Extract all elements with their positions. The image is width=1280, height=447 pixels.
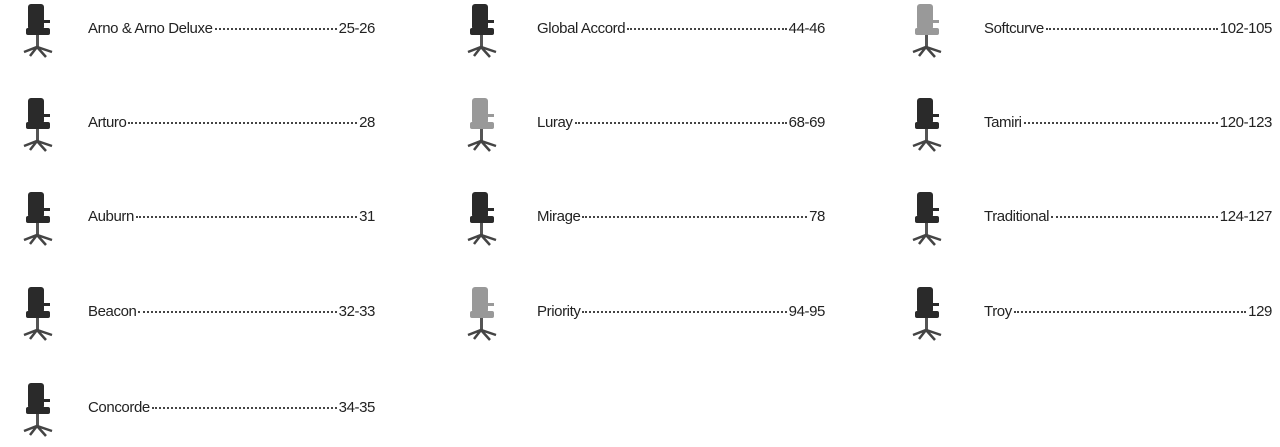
chair-icon [905, 285, 949, 345]
dot-leader [1051, 216, 1218, 218]
entry-pages: 25-26 [339, 20, 375, 37]
dot-leader [575, 122, 787, 124]
entry-pages: 31 [359, 208, 375, 225]
entry-name: Beacon [88, 303, 136, 320]
index-entry: Concorde 34-35 [88, 399, 375, 416]
dot-leader [582, 311, 786, 313]
dot-leader [138, 311, 336, 313]
entry-pages: 68-69 [789, 114, 825, 131]
index-entry: Softcurve 102-105 [984, 20, 1272, 37]
entry-pages: 78 [809, 208, 825, 225]
chair-icon [905, 96, 949, 156]
dot-leader [136, 216, 357, 218]
page: {"columns": [ {"entries": [ {"name": "Ar… [0, 0, 1280, 447]
chair-icon [460, 2, 504, 62]
entry-name: Arno & Arno Deluxe [88, 20, 213, 37]
index-entry: Troy 129 [984, 303, 1272, 320]
entry-pages: 102-105 [1220, 20, 1272, 37]
entry-pages: 44-46 [789, 20, 825, 37]
entry-pages: 129 [1248, 303, 1272, 320]
dot-leader [128, 122, 357, 124]
dot-leader [215, 28, 337, 30]
chair-icon [16, 285, 60, 345]
entry-name: Softcurve [984, 20, 1044, 37]
chair-icon [460, 96, 504, 156]
chair-icon [905, 2, 949, 62]
entry-name: Arturo [88, 114, 126, 131]
index-entry: Arno & Arno Deluxe 25-26 [88, 20, 375, 37]
entry-name: Auburn [88, 208, 134, 225]
index-entry: Traditional 124-127 [984, 208, 1272, 225]
entry-name: Concorde [88, 399, 150, 416]
index-entry: Arturo 28 [88, 114, 375, 131]
chair-icon [16, 190, 60, 250]
dot-leader [1046, 28, 1218, 30]
entry-pages: 28 [359, 114, 375, 131]
entry-name: Troy [984, 303, 1012, 320]
chair-icon [460, 190, 504, 250]
chair-icon [460, 285, 504, 345]
dot-leader [627, 28, 786, 30]
dot-leader [1014, 311, 1246, 313]
index-entry: Global Accord 44-46 [537, 20, 825, 37]
entry-name: Tamiri [984, 114, 1022, 131]
index-entry: Beacon 32-33 [88, 303, 375, 320]
index-entry: Priority 94-95 [537, 303, 825, 320]
entry-name: Priority [537, 303, 580, 320]
dot-leader [1024, 122, 1218, 124]
index-entry: Auburn 31 [88, 208, 375, 225]
chair-icon [16, 381, 60, 441]
chair-icon [905, 190, 949, 250]
chair-icon [16, 2, 60, 62]
dot-leader [152, 407, 337, 409]
dot-leader [582, 216, 807, 218]
chair-icon [16, 96, 60, 156]
entry-name: Traditional [984, 208, 1049, 225]
entry-pages: 32-33 [339, 303, 375, 320]
entry-name: Global Accord [537, 20, 625, 37]
index-entry: Tamiri 120-123 [984, 114, 1272, 131]
entry-pages: 94-95 [789, 303, 825, 320]
entry-pages: 120-123 [1220, 114, 1272, 131]
entry-name: Luray [537, 114, 573, 131]
entry-pages: 124-127 [1220, 208, 1272, 225]
entry-pages: 34-35 [339, 399, 375, 416]
index-entry: Mirage 78 [537, 208, 825, 225]
entry-name: Mirage [537, 208, 580, 225]
index-entry: Luray 68-69 [537, 114, 825, 131]
